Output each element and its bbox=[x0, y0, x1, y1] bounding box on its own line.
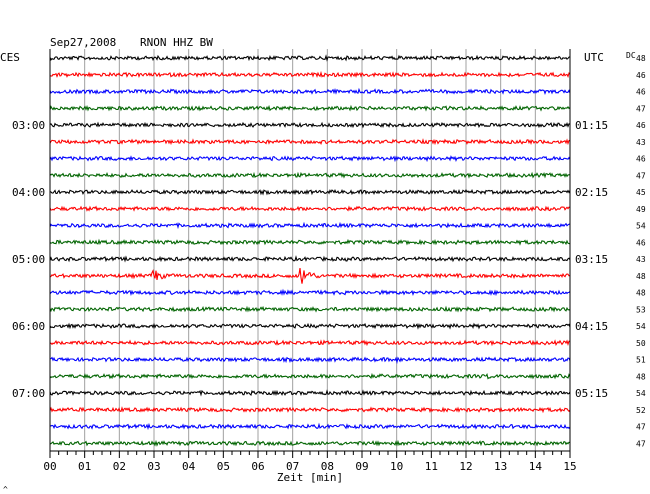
dc-offset-18: 51 bbox=[636, 356, 646, 365]
dc-offset-6: 46 bbox=[636, 155, 646, 164]
trace-13 bbox=[49, 268, 571, 284]
right-hour-label: 05:15 bbox=[575, 387, 608, 400]
trace-0 bbox=[49, 54, 571, 62]
trace-6 bbox=[49, 155, 571, 163]
trace-21 bbox=[49, 406, 571, 414]
x-tick-label-06: 06 bbox=[251, 460, 264, 473]
x-tick-label-01: 01 bbox=[78, 460, 91, 473]
dc-offset-9: 49 bbox=[636, 205, 646, 214]
x-tick-label-14: 14 bbox=[529, 460, 543, 473]
trace-14 bbox=[49, 288, 571, 297]
trace-7 bbox=[49, 171, 571, 179]
trace-23 bbox=[49, 439, 571, 447]
dc-offset-23: 47 bbox=[636, 439, 646, 448]
dc-offset-8: 45 bbox=[636, 188, 646, 197]
x-tick-label-09: 09 bbox=[355, 460, 368, 473]
corner-mark: ^ bbox=[3, 485, 8, 494]
trace-19 bbox=[49, 372, 571, 380]
dc-offset-11: 46 bbox=[636, 238, 646, 247]
trace-17 bbox=[49, 339, 571, 347]
right-hour-label: 03:15 bbox=[575, 253, 608, 266]
right-hour-label: 04:15 bbox=[575, 320, 608, 333]
trace-2 bbox=[49, 87, 571, 96]
trace-12 bbox=[49, 255, 571, 263]
trace-5 bbox=[49, 138, 571, 146]
trace-11 bbox=[49, 238, 571, 246]
dc-offset-12: 43 bbox=[636, 255, 646, 264]
dc-offset-20: 54 bbox=[636, 389, 646, 398]
x-tick-label-04: 04 bbox=[182, 460, 196, 473]
trace-3 bbox=[49, 104, 571, 112]
dc-offset-0: 48 bbox=[636, 54, 646, 63]
trace-8 bbox=[49, 188, 571, 196]
x-tick-label-10: 10 bbox=[390, 460, 403, 473]
dc-offset-22: 47 bbox=[636, 423, 646, 432]
trace-22 bbox=[49, 422, 571, 431]
trace-18 bbox=[49, 356, 571, 365]
right-timezone-label: UTC bbox=[584, 51, 604, 64]
dc-offset-5: 43 bbox=[636, 138, 646, 147]
trace-10 bbox=[49, 221, 571, 230]
dc-offset-19: 48 bbox=[636, 372, 646, 381]
dc-offset-16: 54 bbox=[636, 322, 646, 331]
dc-offset-2: 46 bbox=[636, 88, 646, 97]
trace-9 bbox=[49, 205, 571, 212]
dc-offset-10: 54 bbox=[636, 222, 646, 231]
trace-15 bbox=[49, 305, 571, 313]
left-hour-label: 04:00 bbox=[12, 186, 45, 199]
x-tick-label-11: 11 bbox=[425, 460, 438, 473]
time-gridlines bbox=[84, 49, 536, 451]
plot-frame bbox=[49, 49, 571, 458]
x-tick-label-05: 05 bbox=[217, 460, 230, 473]
x-tick-label-12: 12 bbox=[459, 460, 472, 473]
dc-offset-7: 47 bbox=[636, 171, 646, 180]
right-hour-label: 02:15 bbox=[575, 186, 608, 199]
dc-offset-1: 46 bbox=[636, 71, 646, 80]
x-tick-label-15: 15 bbox=[563, 460, 576, 473]
x-tick-label-08: 08 bbox=[321, 460, 334, 473]
trace-4 bbox=[49, 121, 571, 129]
left-timezone-label: CES bbox=[0, 51, 20, 64]
dc-offset-3: 47 bbox=[636, 104, 646, 113]
right-hour-label: 01:15 bbox=[575, 119, 608, 132]
x-tick-label-00: 00 bbox=[43, 460, 56, 473]
seismic-traces bbox=[49, 54, 571, 447]
dc-offset-13: 48 bbox=[636, 272, 646, 281]
left-hour-label: 03:00 bbox=[12, 119, 45, 132]
x-tick-label-03: 03 bbox=[147, 460, 160, 473]
x-tick-label-02: 02 bbox=[113, 460, 126, 473]
dc-label: DC bbox=[626, 51, 636, 60]
x-tick-label-13: 13 bbox=[494, 460, 507, 473]
left-hour-label: 05:00 bbox=[12, 253, 45, 266]
chart-station: RNON HHZ BW bbox=[140, 36, 213, 49]
x-axis-label: Zeit [min] bbox=[277, 471, 343, 484]
dc-offset-17: 50 bbox=[636, 339, 646, 348]
trace-16 bbox=[49, 322, 571, 330]
axis-labels: 48 46 46 47 46 43 46 47 45 49 54 46 43 48 48 53 54 50 51 48… bbox=[12, 54, 646, 473]
dc-offset-15: 53 bbox=[636, 305, 646, 314]
left-hour-label: 06:00 bbox=[12, 320, 45, 333]
chart-date: Sep27,2008 bbox=[50, 36, 116, 49]
dc-offset-14: 48 bbox=[636, 289, 646, 298]
left-hour-label: 07:00 bbox=[12, 387, 45, 400]
dc-offset-21: 52 bbox=[636, 406, 646, 415]
trace-20 bbox=[49, 389, 571, 397]
dc-offset-4: 46 bbox=[636, 121, 646, 130]
x-tick-label-07: 07 bbox=[286, 460, 299, 473]
trace-1 bbox=[49, 70, 571, 79]
